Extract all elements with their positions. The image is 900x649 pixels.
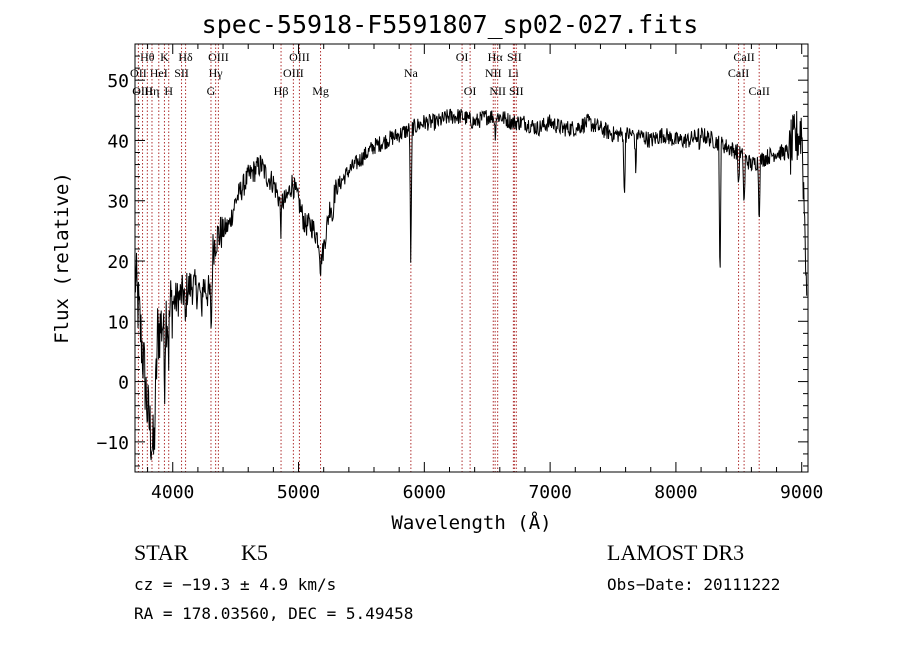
spectral-line-label: H (164, 84, 173, 98)
y-tick-label: −10 (96, 433, 129, 454)
spectral-line-label: G (207, 84, 216, 98)
spectral-line-label: OIII (208, 50, 229, 64)
x-tick-label: 9000 (780, 482, 823, 503)
x-tick-label: 4000 (151, 482, 194, 503)
y-tick-label: 40 (107, 131, 129, 152)
spectral-line-label: Hη (145, 84, 160, 98)
spectral-line-label: NII (485, 66, 502, 80)
spectral-line-label: SII (509, 84, 524, 98)
spectral-line-label: OIII (132, 84, 153, 98)
x-tick-label: 7000 (528, 482, 571, 503)
spectral-line-label: OIII (289, 50, 310, 64)
survey-label: LAMOST DR3 (607, 540, 745, 565)
spectral-line-label: SII (507, 50, 522, 64)
redshift-velocity: cz = −19.3 ± 4.9 km/s (134, 575, 337, 594)
spectral-line-label: Hθ (140, 50, 155, 64)
y-tick-label: 50 (107, 71, 129, 92)
object-subclass: K5 (241, 540, 268, 565)
x-tick-label: 5000 (277, 482, 320, 503)
x-axis-label: Wavelength (Å) (391, 511, 551, 534)
spectral-line-label: Li (508, 66, 519, 80)
spectrum-line (134, 108, 808, 461)
spectral-line-label: CaII (733, 50, 754, 64)
coordinates: RA = 178.03560, DEC = 5.49458 (134, 604, 414, 623)
y-tick-label: 20 (107, 252, 129, 273)
plot-frame (134, 43, 809, 473)
spectral-line-label: Na (404, 66, 419, 80)
y-tick-label: 10 (107, 312, 129, 333)
spectral-line-label: K (160, 50, 169, 64)
spectral-line-label: SII (174, 66, 189, 80)
spectral-line-label: OIII (283, 66, 304, 80)
spectral-line-label: HeI (150, 66, 168, 80)
spectral-line-label: Hβ (274, 84, 289, 98)
spectral-line-label: Mg (312, 84, 329, 98)
chart-title: spec-55918-F5591807_sp02-027.fits (202, 10, 699, 39)
y-tick-label: 0 (118, 373, 129, 394)
y-axis-label: Flux (relative) (51, 172, 73, 344)
spectral-line-label: NII (489, 84, 506, 98)
spectral-line-label: Hδ (178, 50, 193, 64)
x-tick-label: 8000 (654, 482, 697, 503)
spectral-line-label: Hα (488, 50, 504, 64)
spectral-line-label: OI (464, 84, 477, 98)
observation-date: Obs−Date: 20111222 (607, 575, 781, 594)
spectral-line-label: OI (456, 50, 469, 64)
spectral-line-label: Hγ (209, 66, 224, 80)
spectral-line-label: CaII (749, 84, 770, 98)
x-tick-label: 6000 (403, 482, 446, 503)
object-class: STAR (134, 540, 189, 565)
spectral-line-label: CaII (728, 66, 749, 80)
y-tick-label: 30 (107, 192, 129, 213)
